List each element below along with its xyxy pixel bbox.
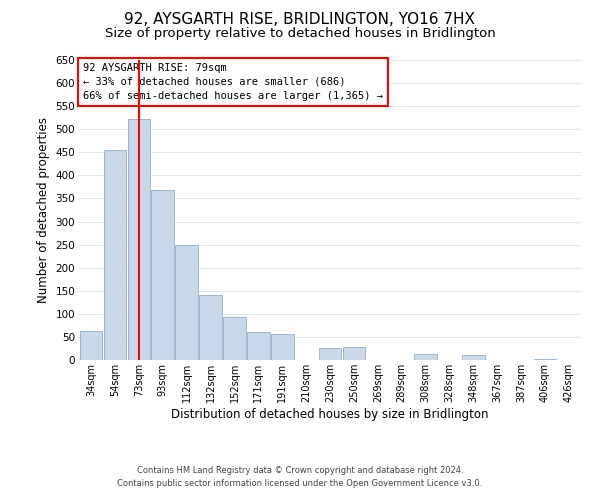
Bar	[343, 347, 365, 360]
Text: 92, AYSGARTH RISE, BRIDLINGTON, YO16 7HX: 92, AYSGARTH RISE, BRIDLINGTON, YO16 7HX	[125, 12, 476, 28]
Bar	[104, 150, 127, 360]
Bar	[80, 332, 103, 360]
Bar	[247, 332, 269, 360]
Text: Contains HM Land Registry data © Crown copyright and database right 2024.
Contai: Contains HM Land Registry data © Crown c…	[118, 466, 482, 487]
Bar	[175, 244, 198, 360]
Bar	[414, 354, 437, 360]
Bar	[199, 295, 222, 360]
Text: Size of property relative to detached houses in Bridlington: Size of property relative to detached ho…	[104, 28, 496, 40]
Bar	[128, 119, 150, 360]
Y-axis label: Number of detached properties: Number of detached properties	[37, 117, 50, 303]
Bar	[462, 356, 485, 360]
Bar	[533, 358, 556, 360]
Bar	[319, 348, 341, 360]
Bar	[151, 190, 174, 360]
Text: 92 AYSGARTH RISE: 79sqm
← 33% of detached houses are smaller (686)
66% of semi-d: 92 AYSGARTH RISE: 79sqm ← 33% of detache…	[83, 63, 383, 101]
Bar	[271, 334, 293, 360]
X-axis label: Distribution of detached houses by size in Bridlington: Distribution of detached houses by size …	[171, 408, 489, 420]
Bar	[223, 317, 246, 360]
